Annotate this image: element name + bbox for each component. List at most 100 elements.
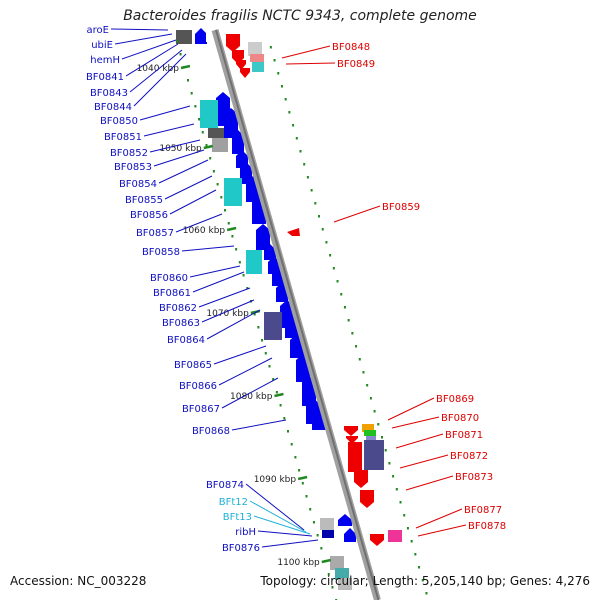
minor-tick-right — [340, 293, 343, 296]
minor-tick-left — [301, 482, 304, 485]
gene-label-bf0864: BF0864 — [167, 335, 205, 346]
plus-strand-gene — [264, 244, 276, 260]
plus-strand-gene — [338, 514, 352, 526]
domain-box — [264, 312, 282, 340]
leader-line — [405, 475, 454, 491]
genome-backbone — [211, 29, 381, 600]
gene-label-bf0861: BF0861 — [153, 288, 191, 299]
minor-tick-right — [314, 202, 317, 205]
minus-strand-gene — [354, 470, 368, 488]
accession-text: Accession: NC_003228 — [10, 574, 147, 588]
gene-label-bf0871: BF0871 — [445, 430, 483, 441]
domain-box — [224, 178, 242, 206]
minor-tick-left — [331, 586, 334, 589]
domain-box — [362, 424, 374, 432]
major-tick — [297, 475, 308, 481]
leader-line — [391, 416, 440, 429]
domain-box — [212, 138, 228, 152]
minor-tick-left — [205, 144, 208, 147]
leader-line — [125, 43, 179, 77]
plus-strand-gene — [240, 162, 252, 184]
minor-tick-right — [377, 423, 380, 426]
gene-labels: aroE ubiE hemH BF0841 BF0843 BF0844 BF0850 BF08… — [86, 25, 506, 554]
minor-tick-left — [283, 417, 286, 420]
major-tick — [274, 392, 284, 398]
scale-tick-label: 1100 kbp — [277, 558, 320, 568]
domain-box — [338, 578, 352, 590]
gene-label-bf0857: BF0857 — [136, 228, 174, 239]
minor-tick-right — [366, 384, 369, 387]
gene-label-bf0865: BF0865 — [174, 360, 212, 371]
minor-tick-right — [351, 332, 354, 335]
minor-tick-right — [288, 111, 291, 114]
minor-tick-left — [224, 209, 227, 212]
minor-tick-right — [414, 553, 417, 556]
major-tick — [203, 144, 214, 150]
domain-box — [366, 436, 376, 442]
domain-box — [320, 518, 334, 530]
leader-line — [231, 419, 287, 431]
leader-line — [249, 500, 307, 533]
gene-label-bf0853: BF0853 — [114, 162, 152, 173]
gene-label-bf0855: BF0855 — [125, 195, 163, 206]
gene-label-bf0841: BF0841 — [86, 72, 124, 83]
domain-box — [322, 530, 334, 538]
major-tick — [180, 64, 191, 70]
gene-label-bf0843: BF0843 — [90, 88, 128, 99]
leader-line — [245, 483, 305, 531]
minor-tick-left — [216, 183, 219, 186]
leader-line — [158, 159, 209, 184]
gene-label-bf0863: BF0863 — [162, 318, 200, 329]
minor-tick-left — [261, 339, 264, 342]
minor-tick-right — [355, 345, 358, 348]
scale-tick-label: 1060 kbp — [183, 226, 226, 236]
minor-tick-left — [194, 105, 197, 108]
leader-line — [257, 530, 313, 537]
leader-line — [189, 265, 241, 278]
minor-tick-left — [287, 430, 289, 433]
gene-label-bf0844: BF0844 — [94, 102, 132, 113]
minor-tick-left — [212, 170, 215, 173]
leader-line — [110, 28, 169, 31]
minor-tick-left — [290, 443, 293, 446]
gene-label-hemh: hemH — [90, 55, 120, 66]
gene-label-bf0850: BF0850 — [100, 116, 138, 127]
minor-tick-right — [321, 228, 324, 231]
minus-strand-gene — [370, 534, 384, 546]
gene-label-ribh: ribH — [235, 527, 256, 538]
minor-tick-left — [179, 53, 182, 56]
leader-line — [139, 105, 191, 121]
domain-box — [330, 556, 344, 570]
minor-tick-right — [284, 98, 287, 101]
minor-tick-right — [273, 59, 276, 62]
leader-line — [121, 39, 177, 60]
minor-tick-right — [325, 241, 328, 244]
gene-label-aroe: aroE — [87, 25, 109, 36]
minor-tick-right — [392, 475, 395, 478]
minor-tick-right — [369, 397, 372, 400]
leader-line — [417, 524, 467, 537]
gene-label-bf0877: BF0877 — [464, 505, 502, 516]
minor-tick-left — [242, 274, 245, 277]
plus-strand-gene — [256, 224, 270, 250]
minor-tick-right — [384, 449, 387, 452]
minus-strand-gene — [360, 490, 374, 508]
minor-tick-right — [310, 189, 313, 192]
minor-tick-right — [395, 488, 398, 491]
gene-label-bf0852: BF0852 — [110, 148, 148, 159]
minor-tick-left — [268, 365, 271, 368]
minor-tick-right — [306, 176, 309, 179]
minor-tick-left — [264, 352, 267, 355]
minor-tick-right — [332, 267, 335, 270]
scale-tick-label: 1090 kbp — [254, 475, 297, 485]
minor-tick-left — [253, 313, 256, 316]
minor-tick-left — [175, 40, 178, 43]
gene-label-bf0867: BF0867 — [182, 404, 220, 415]
gene-label-bf0872: BF0872 — [450, 451, 488, 462]
label-leader-lines — [110, 28, 467, 548]
minor-tick-left — [275, 391, 278, 394]
minor-tick-right — [358, 358, 361, 361]
leader-line — [153, 149, 205, 167]
gene-label-bf0869: BF0869 — [436, 394, 474, 405]
